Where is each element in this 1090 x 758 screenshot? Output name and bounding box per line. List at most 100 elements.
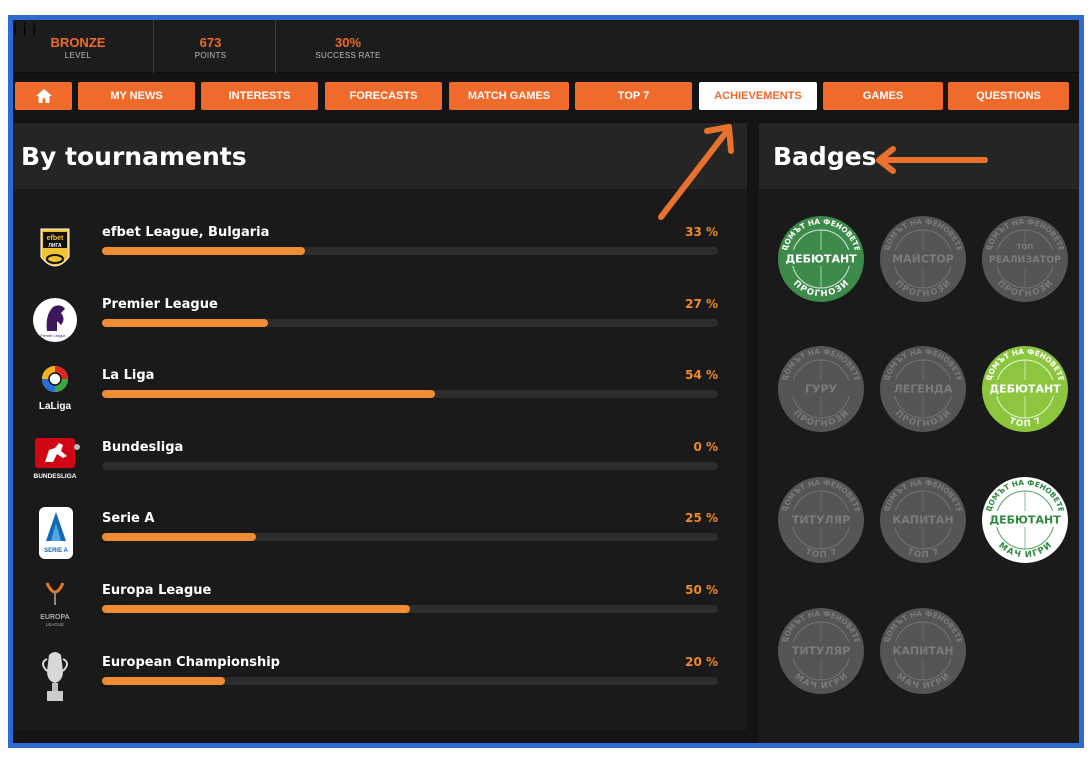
premier-league-logo: Premier League bbox=[33, 291, 83, 349]
badge-title: КАПИТАН bbox=[892, 645, 953, 658]
tournament-name: Europa League bbox=[102, 583, 212, 598]
tournament-name: efbet League, Bulgaria bbox=[102, 225, 270, 240]
points-stat: 673 POINTS bbox=[183, 20, 238, 73]
badge-title: ДЕБЮТАНТ bbox=[989, 383, 1061, 396]
badge-locked[interactable]: ДОМЪТ НА ФЕНОВЕТЕ ТОП 7 КАПИТАН bbox=[879, 476, 967, 564]
tournament-name: Serie A bbox=[102, 511, 155, 527]
tournament-name: European Championship bbox=[102, 654, 280, 670]
logo-text: BUNDESLIGA bbox=[34, 473, 77, 480]
tournament-percent: 0 % bbox=[693, 439, 718, 454]
logo-text: LEAGUE bbox=[46, 622, 64, 627]
tab-top-7[interactable]: TOP 7 bbox=[575, 82, 692, 110]
progress-fill bbox=[102, 533, 256, 542]
points-label: POINTS bbox=[194, 51, 227, 60]
progress-fill bbox=[102, 605, 410, 613]
tournament-percent: 54 % bbox=[685, 368, 718, 383]
badge-locked[interactable]: ДОМЪТ НА ФЕНОВЕТЕ МАЧ ИГРИ КАПИТАН bbox=[879, 607, 967, 695]
stat-divider bbox=[153, 20, 154, 73]
tournament-row[interactable]: BUNDESLIGA Bundesliga 0 % bbox=[13, 434, 747, 494]
badge-locked[interactable]: ДОМЪТ НА ФЕНОВЕТЕ ПРОГНОЗИ ЛЕГЕНДА bbox=[879, 345, 967, 433]
level-value: BRONZE bbox=[50, 35, 106, 50]
level-label: LEVEL bbox=[64, 51, 92, 60]
badge-locked[interactable]: ДОМЪТ НА ФЕНОВЕТЕ ТОП 7 ТИТУЛЯР bbox=[777, 476, 865, 564]
main-nav: MY NEWS INTERESTS FORECASTS MATCH GAMES … bbox=[13, 82, 1079, 110]
tournaments-panel: By tournaments efbet ЛИГА efbet League, Bu… bbox=[13, 123, 747, 730]
logo-text: LaLiga bbox=[39, 401, 72, 412]
stat-divider bbox=[275, 20, 276, 73]
badge-title: ГУРУ bbox=[805, 383, 838, 396]
badge-earned[interactable]: ДОМЪТ НА ФЕНОВЕТЕ ТОП 7 ДЕБЮТАНТ bbox=[981, 345, 1069, 433]
badge-locked[interactable]: ДОМЪТ НА ФЕНОВЕТЕ ПРОГНОЗИ МАЙСТОР bbox=[879, 215, 967, 303]
euro-trophy-logo bbox=[33, 649, 83, 707]
progress-track bbox=[102, 318, 718, 327]
tournament-name: Bundesliga bbox=[102, 439, 184, 455]
progress-fill bbox=[102, 318, 269, 327]
points-value: 673 bbox=[199, 35, 222, 50]
annotation-arrow-badges bbox=[876, 146, 988, 174]
tournament-row[interactable]: European Championship 20 % bbox=[13, 649, 747, 709]
badge-sub-title: ТОП bbox=[1017, 243, 1034, 251]
badge-earned[interactable]: ДОМЪТ НА ФЕНОВЕТЕ МАЧ ИГРИ ДЕБЮТАНТ bbox=[981, 476, 1069, 564]
logo-text: efbet bbox=[47, 235, 64, 242]
badge-locked[interactable]: ДОМЪТ НА ФЕНОВЕТЕ ПРОГНОЗИ ТОП РЕАЛИЗАТОР bbox=[981, 215, 1069, 303]
annotation-arrow-achievements bbox=[658, 124, 734, 220]
badges-title: Badges bbox=[773, 141, 877, 171]
tab-my-news[interactable]: MY NEWS bbox=[78, 82, 195, 110]
badge-title: РЕАЛИЗАТОР bbox=[989, 255, 1061, 266]
europa-league-logo: EUROPA LEAGUE bbox=[33, 577, 83, 635]
tab-forecasts[interactable]: FORECASTS bbox=[325, 82, 442, 110]
badge-title: ЛЕГЕНДА bbox=[894, 383, 953, 396]
tournament-percent: 25 % bbox=[685, 511, 718, 526]
level-stat: BRONZE LEVEL bbox=[43, 20, 113, 73]
tab-achievements[interactable]: ACHIEVEMENTS bbox=[699, 82, 817, 110]
tournament-name: La Liga bbox=[102, 368, 155, 384]
info-icon[interactable]: i bbox=[13, 20, 18, 39]
bundesliga-logo: BUNDESLIGA bbox=[33, 434, 83, 492]
tournament-percent: 33 % bbox=[685, 225, 718, 239]
tournament-percent: 27 % bbox=[685, 296, 718, 311]
tab-questions[interactable]: QUESTIONS bbox=[948, 82, 1069, 110]
badge-locked[interactable]: ДОМЪТ НА ФЕНОВЕТЕ МАЧ ИГРИ ТИТУЛЯР bbox=[777, 607, 865, 695]
logo-text: EUROPA bbox=[40, 614, 69, 621]
serie-a-logo: SERIE A bbox=[33, 505, 83, 563]
tournaments-header: By tournaments bbox=[13, 123, 747, 189]
home-icon bbox=[35, 89, 52, 103]
app-frame: BRONZE LEVEL i 673 POINTS i 30% SUCCESS … bbox=[8, 15, 1084, 748]
la-liga-logo: LaLiga bbox=[33, 362, 83, 420]
badge-earned[interactable]: ДОМЪТ НА ФЕНОВЕТЕ ПРОГНОЗИ ДЕБЮТАНТ bbox=[777, 215, 865, 303]
badge-title: КАПИТАН bbox=[892, 514, 953, 527]
badge-title: ТИТУЛЯР bbox=[792, 514, 850, 527]
tournaments-title: By tournaments bbox=[21, 141, 247, 171]
tournament-row[interactable]: EUROPA LEAGUE Europa League 50 % bbox=[13, 577, 747, 637]
badges-header: Badges bbox=[759, 123, 1079, 189]
home-button[interactable] bbox=[15, 82, 72, 110]
tab-match-games[interactable]: MATCH GAMES bbox=[449, 82, 569, 110]
progress-fill bbox=[102, 390, 435, 399]
tournament-row[interactable]: Premier League Premier League 27 % bbox=[13, 291, 747, 351]
info-icon[interactable]: i bbox=[22, 20, 27, 39]
badge-title: МАЙСТОР bbox=[892, 253, 954, 266]
tournament-row[interactable]: efbet ЛИГА efbet League, Bulgaria 33 % bbox=[13, 219, 747, 279]
progress-track bbox=[102, 676, 718, 685]
progress-track bbox=[102, 461, 718, 470]
tab-games[interactable]: GAMES bbox=[823, 82, 943, 110]
progress-track bbox=[102, 605, 718, 613]
progress-fill bbox=[102, 247, 306, 255]
progress-track bbox=[102, 533, 718, 542]
efbet-league-logo: efbet ЛИГА bbox=[33, 219, 83, 277]
tab-interests[interactable]: INTERESTS bbox=[201, 82, 318, 110]
progress-track bbox=[102, 247, 718, 255]
success-rate-stat: 30% SUCCESS RATE bbox=[303, 20, 393, 73]
tournament-name: Premier League bbox=[102, 296, 218, 312]
progress-fill bbox=[102, 676, 226, 685]
info-icon[interactable]: i bbox=[32, 20, 37, 39]
badge-locked[interactable]: ДОМЪТ НА ФЕНОВЕТЕ ПРОГНОЗИ ГУРУ bbox=[777, 345, 865, 433]
badge-title: ТИТУЛЯР bbox=[792, 645, 850, 658]
tournament-row[interactable]: SERIE A Serie A 25 % bbox=[13, 505, 747, 565]
badge-title: ДЕБЮТАНТ bbox=[989, 514, 1061, 527]
tournament-percent: 50 % bbox=[685, 583, 718, 597]
progress-track bbox=[102, 390, 718, 399]
logo-text: ЛИГА bbox=[48, 243, 62, 249]
tournament-row[interactable]: LaLiga La Liga 54 % bbox=[13, 362, 747, 422]
logo-text: Premier League bbox=[41, 334, 66, 338]
